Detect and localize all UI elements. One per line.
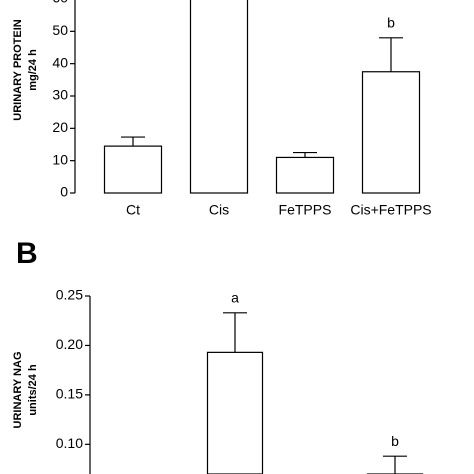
bar-label: a xyxy=(231,290,239,306)
y-axis-label: units/24 h xyxy=(27,364,39,416)
bar-label: b xyxy=(391,433,399,449)
x-tick-label: Cis xyxy=(209,202,229,218)
y-tick-label: 0 xyxy=(60,184,68,200)
bar xyxy=(275,156,335,194)
y-tick-label: 50 xyxy=(52,22,68,38)
x-tick-label: Cis+FeTPPS xyxy=(350,202,431,218)
y-tick-label: 0.15 xyxy=(56,386,83,402)
x-tick-label: FeTPPS xyxy=(279,202,332,218)
bar xyxy=(206,351,264,474)
bar xyxy=(361,71,421,194)
y-tick-label: 60 xyxy=(52,0,68,6)
bar xyxy=(189,0,249,194)
y-tick-label: 30 xyxy=(52,87,68,103)
y-tick-label: 0.10 xyxy=(56,435,83,451)
x-tick-label: Ct xyxy=(126,202,140,218)
y-tick-label: 10 xyxy=(52,151,68,167)
y-tick-label: 0.20 xyxy=(56,336,83,352)
y-tick-label: 40 xyxy=(52,54,68,70)
panel-label: B xyxy=(16,237,38,270)
bar xyxy=(103,145,163,194)
y-axis-label: URINARY PROTEIN xyxy=(12,19,24,121)
bar-label: b xyxy=(387,15,395,31)
y-axis-label: mg/24 h xyxy=(27,49,39,91)
y-tick-label: 0.25 xyxy=(56,287,83,303)
y-axis-label: URINARY NAG xyxy=(12,351,24,428)
y-tick-label: 20 xyxy=(52,119,68,135)
